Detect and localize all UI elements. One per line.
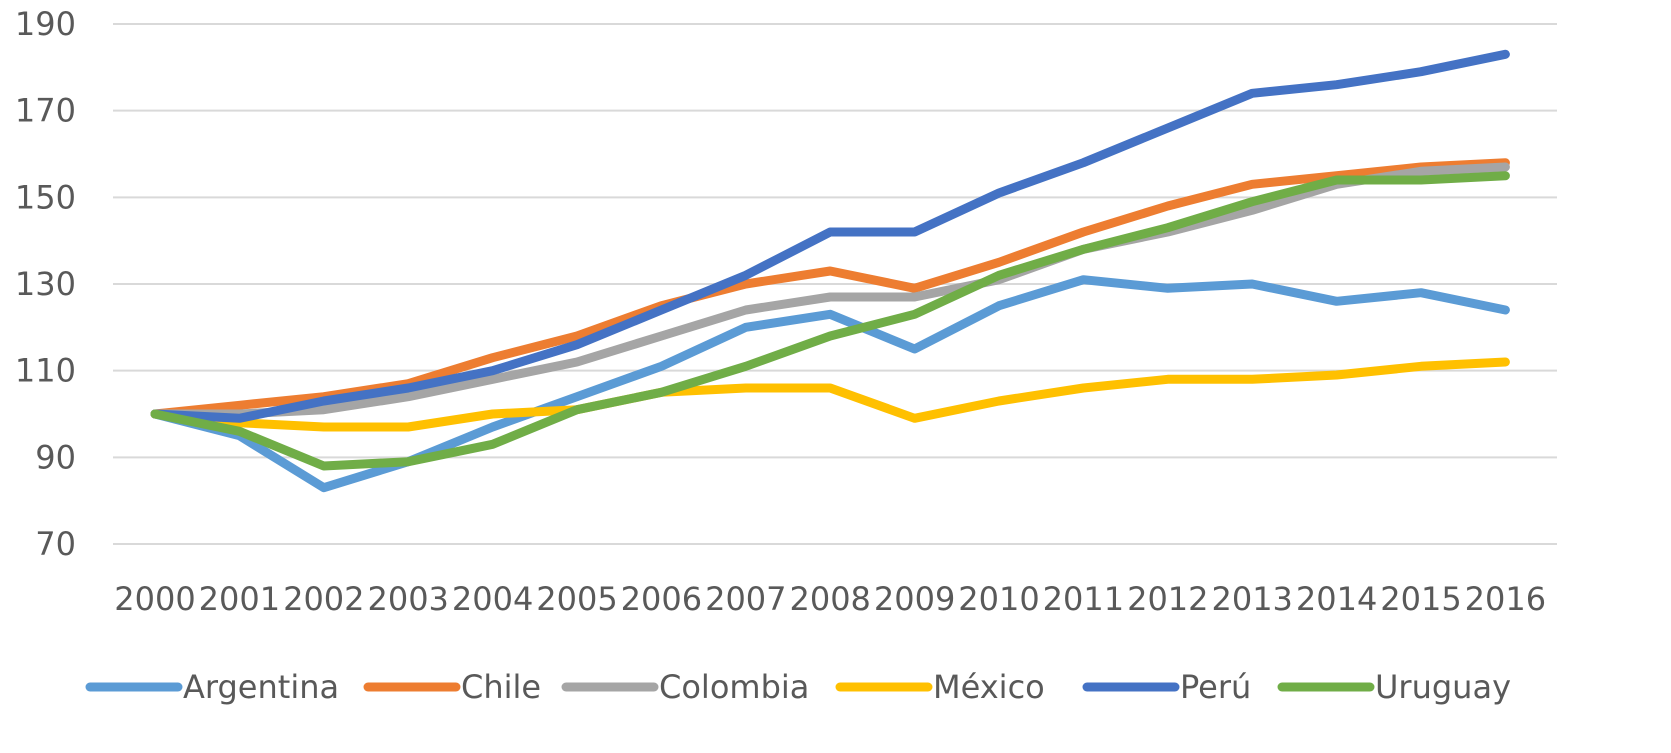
legend-item-chile: Chile <box>363 668 541 706</box>
legend-item-uruguay: Uruguay <box>1277 668 1511 706</box>
legend-label: México <box>933 668 1045 706</box>
x-tick-label: 2013 <box>1211 580 1292 618</box>
legend-label: Colombia <box>659 668 809 706</box>
series-line-argentina <box>150 275 1510 493</box>
x-tick-label: 2003 <box>367 580 448 618</box>
series-lines <box>150 49 1510 493</box>
y-tick-label: 170 <box>15 92 76 130</box>
x-tick-label: 2002 <box>283 580 364 618</box>
x-tick-label: 2001 <box>199 580 280 618</box>
series-line-uruguay <box>150 171 1510 471</box>
x-tick-label: 2011 <box>1043 580 1124 618</box>
y-tick-label: 110 <box>15 352 76 390</box>
gridlines <box>113 23 1557 545</box>
legend-item-perú: Perú <box>1082 668 1251 706</box>
x-tick-label: 2008 <box>789 580 870 618</box>
y-tick-label: 190 <box>15 5 76 43</box>
x-tick-label: 2006 <box>621 580 702 618</box>
x-tick-label: 2012 <box>1127 580 1208 618</box>
legend: Argentina Chile Colombia México Perú Uruguay <box>85 668 1511 706</box>
x-tick-label: 2004 <box>452 580 533 618</box>
legend-item-colombia: Colombia <box>561 668 809 706</box>
x-tick-label: 2010 <box>958 580 1039 618</box>
series-line-colombia <box>150 162 1510 419</box>
series-line-méxico <box>150 357 1510 432</box>
legend-label: Perú <box>1180 668 1251 706</box>
x-tick-label: 2007 <box>705 580 786 618</box>
y-tick-label: 90 <box>35 438 76 476</box>
x-tick-label: 2000 <box>114 580 195 618</box>
legend-label: Argentina <box>183 668 339 706</box>
series-line-perú <box>150 49 1510 423</box>
y-tick-label: 130 <box>15 265 76 303</box>
y-tick-label: 150 <box>15 178 76 216</box>
x-tick-label: 2014 <box>1296 580 1377 618</box>
y-tick-label: 70 <box>35 525 76 563</box>
x-tick-label: 2009 <box>874 580 955 618</box>
y-axis-tick-labels: 70 90 110 130 150 170 190 <box>15 5 76 563</box>
x-tick-label: 2016 <box>1465 580 1546 618</box>
legend-item-méxico: México <box>835 668 1045 706</box>
legend-label: Chile <box>461 668 541 706</box>
x-tick-label: 2015 <box>1380 580 1461 618</box>
x-axis-tick-labels: 2000 2001 2002 2003 2004 2005 2006 2007 2008 2009… <box>114 580 1546 618</box>
legend-label: Uruguay <box>1375 668 1511 706</box>
x-tick-label: 2005 <box>536 580 617 618</box>
legend-item-argentina: Argentina <box>85 668 339 706</box>
